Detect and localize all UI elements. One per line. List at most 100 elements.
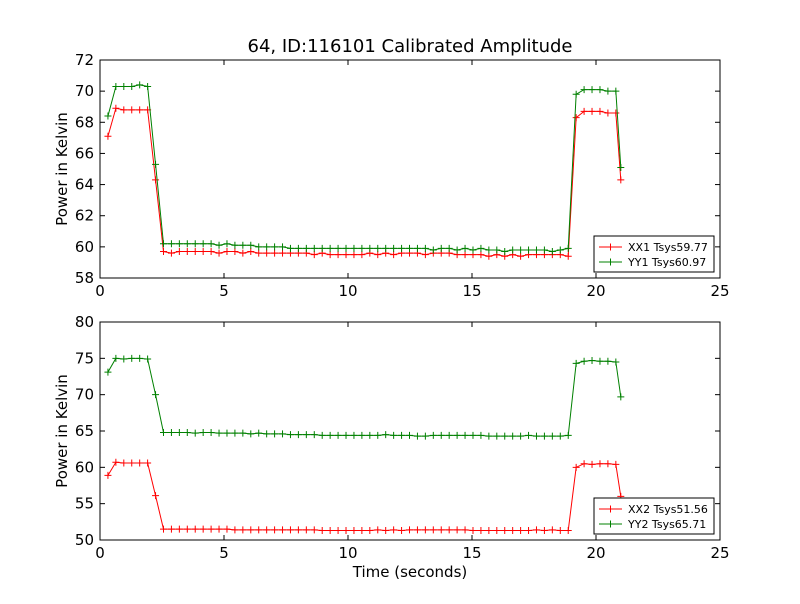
data-point — [461, 526, 469, 534]
data-point — [294, 431, 302, 439]
data-point — [215, 429, 223, 437]
data-point — [144, 355, 152, 363]
data-point — [247, 248, 255, 256]
data-point — [358, 251, 366, 259]
data-point — [279, 526, 287, 534]
y-tick-label: 64 — [75, 176, 94, 194]
data-point — [128, 354, 136, 362]
data-point — [215, 525, 223, 533]
data-point — [247, 526, 255, 534]
data-point — [461, 244, 469, 252]
data-point — [207, 428, 215, 436]
legend: XX1 Tsys59.77 YY1 Tsys60.97 — [593, 235, 715, 273]
data-point — [279, 430, 287, 438]
data-point — [564, 431, 572, 439]
data-point — [326, 527, 334, 535]
data-point — [318, 527, 326, 535]
data-point — [159, 428, 167, 436]
data-point — [112, 354, 120, 362]
data-point — [144, 459, 152, 467]
data-point — [191, 429, 199, 437]
data-point — [136, 354, 144, 362]
data-point — [469, 246, 477, 254]
data-point — [421, 432, 429, 440]
data-point — [390, 251, 398, 259]
data-point — [437, 431, 445, 439]
data-point — [421, 251, 429, 259]
data-point — [310, 251, 318, 259]
data-point — [120, 459, 128, 467]
data-point — [469, 527, 477, 535]
data-point — [453, 246, 461, 254]
data-point — [588, 107, 596, 115]
data-point — [104, 112, 112, 120]
data-point — [588, 460, 596, 468]
plot-frame — [99, 321, 721, 541]
legend-box — [593, 497, 715, 535]
data-point — [271, 430, 279, 438]
data-point — [152, 391, 160, 399]
data-point — [183, 525, 191, 533]
data-point — [286, 526, 294, 534]
y-tick-label: 80 — [75, 313, 94, 331]
x-tick-label: 0 — [95, 544, 105, 562]
data-point — [612, 109, 620, 117]
data-point — [271, 526, 279, 534]
data-point — [350, 527, 358, 535]
data-point — [104, 471, 112, 479]
data-point — [532, 246, 540, 254]
data-point — [588, 86, 596, 94]
data-point — [191, 240, 199, 248]
data-point — [453, 431, 461, 439]
x-tick-label: 25 — [710, 544, 729, 562]
chart-panel-1: 0 5 10 15 20 25 58 60 62 64 66 68 70 72 Power in Kelvi… — [53, 51, 730, 300]
data-point — [255, 249, 263, 257]
data-point — [223, 248, 231, 256]
data-point — [167, 240, 175, 248]
x-tick-label: 25 — [710, 282, 729, 300]
data-point — [493, 527, 501, 535]
data-point — [572, 114, 580, 122]
data-point — [263, 249, 271, 257]
data-point — [596, 86, 604, 94]
data-point — [215, 249, 223, 257]
data-point — [207, 525, 215, 533]
data-point — [334, 251, 342, 259]
data-point — [437, 244, 445, 252]
data-point — [493, 432, 501, 440]
data-point — [231, 429, 239, 437]
data-point — [532, 526, 540, 534]
data-point — [310, 244, 318, 252]
data-point — [199, 428, 207, 436]
data-point — [136, 81, 144, 89]
data-point — [326, 251, 334, 259]
data-point — [596, 357, 604, 365]
y-tick-label: 60 — [75, 458, 94, 476]
data-point — [271, 249, 279, 257]
y-tick-label: 58 — [75, 269, 94, 287]
data-point — [183, 428, 191, 436]
plot-frame — [99, 59, 721, 279]
data-point — [128, 459, 136, 467]
data-point — [429, 526, 437, 534]
data-point — [617, 393, 625, 401]
data-point — [263, 243, 271, 251]
data-point — [358, 244, 366, 252]
data-point — [604, 87, 612, 95]
legend-marker — [607, 505, 614, 513]
data-point — [152, 160, 160, 168]
data-point — [159, 525, 167, 533]
data-point — [215, 241, 223, 249]
data-point — [223, 525, 231, 533]
data-point — [617, 163, 625, 171]
data-point — [390, 244, 398, 252]
data-point — [366, 244, 374, 252]
data-point — [223, 429, 231, 437]
legend-label: XX1 Tsys59.77 — [628, 241, 708, 254]
y-tick-label: 75 — [75, 349, 94, 367]
data-point — [294, 526, 302, 534]
data-point — [382, 527, 390, 535]
data-point — [517, 252, 525, 260]
data-point — [271, 243, 279, 251]
